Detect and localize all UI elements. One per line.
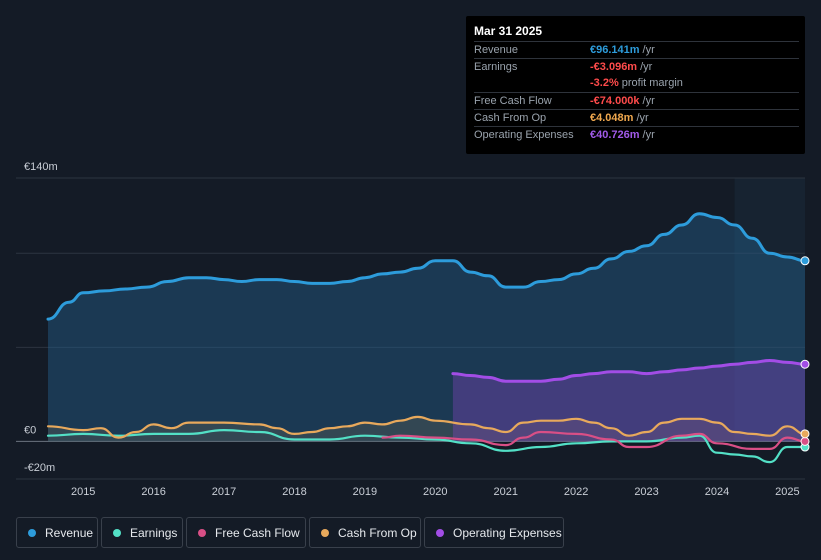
y-axis-ticks: €140m €0 -€20m: [24, 161, 58, 474]
legend-dot-icon: [113, 528, 121, 537]
x-tick-label: 2015: [71, 486, 95, 498]
tooltip-row-value: €96.141m/yr: [590, 44, 655, 56]
tooltip-row-unit: profit margin: [621, 77, 683, 89]
tooltip-date: Mar 31 2025: [474, 24, 543, 38]
tooltip-row-label: Operating Expenses: [474, 129, 574, 141]
tooltip-row-unit: /yr: [640, 61, 653, 73]
legend-item-revenue[interactable]: Revenue: [16, 517, 98, 548]
cash-from-op-line: [46, 415, 807, 439]
tooltip-row-value: -€3.096m/yr: [590, 61, 653, 73]
x-tick-label: 2022: [564, 486, 588, 498]
x-tick-label: 2018: [282, 486, 306, 498]
free-cash-flow-endpoint: [800, 436, 810, 446]
legend-label: Cash From Op: [338, 525, 417, 540]
legend-label: Earnings: [130, 525, 178, 540]
cash-from-op-area: [48, 416, 805, 442]
tooltip-row-value: €4.048m/yr: [590, 112, 649, 124]
tooltip-row-label: Revenue: [474, 44, 519, 56]
legend-label: Operating Expenses: [453, 525, 562, 540]
free-cash-flow-line: [381, 430, 807, 450]
tooltip-row-unit: /yr: [642, 95, 655, 107]
tooltip-row-unit: /yr: [642, 44, 655, 56]
earnings-line: [46, 429, 807, 464]
tooltip-row-value: -€74.000k/yr: [590, 95, 655, 107]
grid-lines: [16, 177, 805, 480]
tooltip-row-label: Cash From Op: [474, 112, 547, 124]
tooltip-row: Free Cash Flow -€74.000k/yr: [474, 92, 799, 110]
x-tick-label: 2024: [705, 486, 729, 498]
revenue-area: [48, 213, 805, 442]
forecast-shade: [734, 178, 805, 442]
legend-item-operating-expenses[interactable]: Operating Expenses: [424, 517, 564, 548]
x-axis-ticks: 2015 2016 2017 2018 2019 2020 2021 2022 2023 2024…: [71, 486, 800, 498]
revenue-endpoint: [800, 256, 810, 266]
x-tick-label: 2016: [141, 486, 165, 498]
tooltip-row-label: Earnings: [474, 61, 518, 73]
x-tick-label: 2021: [493, 486, 517, 498]
y-tick-label: -€20m: [24, 462, 55, 474]
x-tick-label: 2023: [634, 486, 658, 498]
tooltip-panel: Mar 31 2025 Revenue €96.141m/yr Earnings -€…: [466, 16, 805, 154]
series-lines: [46, 212, 807, 464]
legend-label: Revenue: [45, 525, 94, 540]
series-areas: [48, 213, 805, 442]
tooltip-row: Cash From Op €4.048m/yr: [474, 109, 799, 127]
legend-dot-icon: [436, 528, 444, 537]
legend-dot-icon: [28, 528, 36, 537]
x-tick-label: 2017: [212, 486, 236, 498]
tooltip-row: -3.2% profit margin: [474, 75, 799, 92]
x-tick-label: 2019: [353, 486, 377, 498]
series-endpoints: [800, 256, 810, 452]
legend-dot-icon: [198, 528, 206, 537]
chart-canvas: €140m €0 -€20m 2015 2016 2017 2018 2019 2020 202…: [16, 161, 810, 498]
tooltip-row: Revenue €96.141m/yr: [474, 41, 799, 59]
operating-expenses-endpoint: [800, 359, 810, 369]
legend-label: Free Cash Flow: [215, 525, 300, 540]
x-tick-label: 2020: [423, 486, 447, 498]
revenue-line: [46, 212, 807, 321]
legend-item-earnings[interactable]: Earnings: [101, 517, 183, 548]
tooltip-row-unit: /yr: [636, 112, 649, 124]
tooltip-row: Operating Expenses €40.726m/yr: [474, 126, 799, 144]
tooltip-row-unit: /yr: [642, 129, 655, 141]
tooltip-row-value: €40.726m/yr: [590, 129, 655, 141]
x-tick-label: 2025: [775, 486, 799, 498]
y-tick-label: €0: [24, 424, 36, 436]
tooltip-row-value: -3.2% profit margin: [590, 77, 683, 89]
tooltip-row: Earnings -€3.096m/yr: [474, 58, 799, 76]
legend-dot-icon: [321, 528, 329, 537]
operating-expenses-line: [451, 359, 807, 383]
y-tick-label: €140m: [24, 161, 58, 173]
legend-item-cash-from-op[interactable]: Cash From Op: [309, 517, 421, 548]
cash-from-op-endpoint: [800, 429, 810, 439]
tooltip-row-label: Free Cash Flow: [474, 95, 552, 107]
legend-item-free-cash-flow[interactable]: Free Cash Flow: [186, 517, 306, 548]
